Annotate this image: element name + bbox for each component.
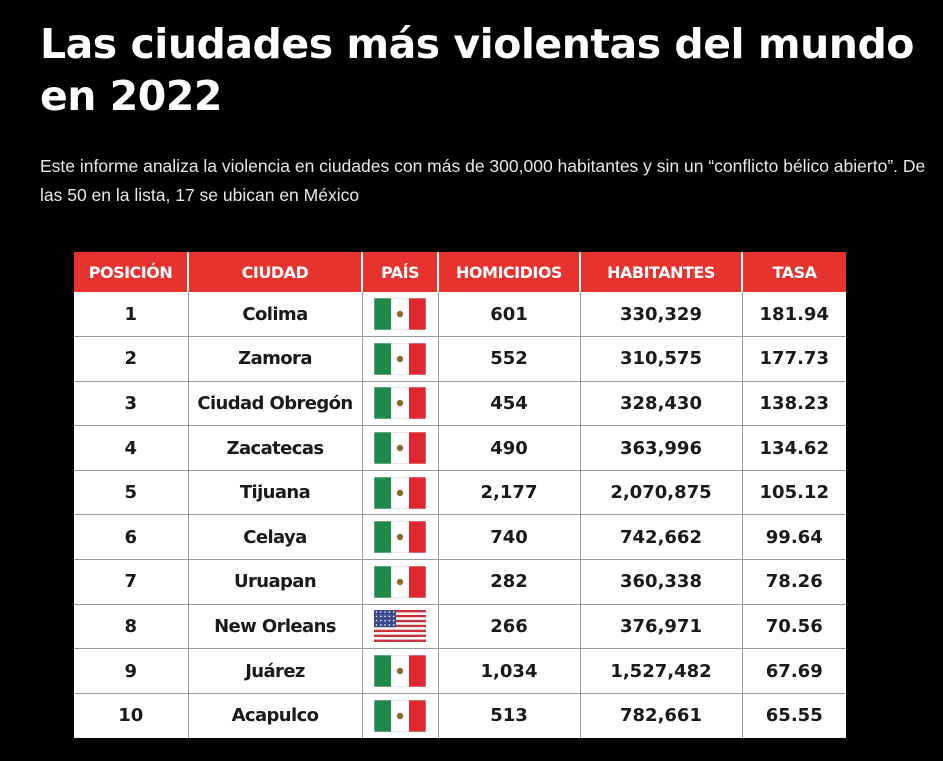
cell-posicion: 4 bbox=[74, 425, 189, 471]
mexico-flag-icon bbox=[374, 699, 426, 732]
cell-pais bbox=[362, 470, 439, 516]
cell-homicidios: 552 bbox=[438, 336, 581, 382]
cell-pais bbox=[362, 693, 439, 738]
table-row: 9 Juárez 1,034 1,527,482 67.69 bbox=[74, 648, 846, 694]
usa-flag-icon bbox=[374, 610, 426, 643]
header-pais: PAÍS bbox=[362, 252, 439, 292]
table-row: 5 Tijuana 2,177 2,070,875 105.12 bbox=[74, 470, 846, 516]
cell-tasa: 138.23 bbox=[742, 381, 846, 427]
cell-tasa: 70.56 bbox=[742, 604, 846, 650]
header-homicidios: HOMICIDIOS bbox=[438, 252, 581, 292]
cell-posicion: 6 bbox=[74, 514, 189, 561]
table-row: 6 Celaya 740 742,662 99.64 bbox=[74, 514, 846, 561]
cell-ciudad: Acapulco bbox=[188, 693, 363, 738]
mexico-flag-icon bbox=[374, 565, 426, 598]
cell-homicidios: 740 bbox=[438, 514, 581, 561]
cell-habitantes: 1,527,482 bbox=[580, 648, 743, 694]
cell-ciudad: Uruapan bbox=[188, 559, 363, 605]
cell-posicion: 8 bbox=[74, 604, 189, 650]
cell-pais bbox=[362, 559, 439, 605]
table-header-row: POSICIÓN CIUDAD PAÍS HOMICIDIOS HABITANT… bbox=[74, 252, 846, 292]
cell-posicion: 5 bbox=[74, 470, 189, 516]
ranking-table: POSICIÓN CIUDAD PAÍS HOMICIDIOS HABITANT… bbox=[74, 252, 846, 738]
cell-pais bbox=[362, 648, 439, 694]
mexico-flag-icon bbox=[374, 521, 426, 554]
table-row: 10 Acapulco 513 782,661 65.55 bbox=[74, 693, 846, 738]
mexico-flag-icon bbox=[374, 476, 426, 509]
table-row: 7 Uruapan 282 360,338 78.26 bbox=[74, 559, 846, 605]
cell-tasa: 99.64 bbox=[742, 514, 846, 561]
cell-habitantes: 310,575 bbox=[580, 336, 743, 382]
page-subtitle: Este informe analiza la violencia en ciu… bbox=[40, 156, 926, 205]
mexico-flag-icon bbox=[374, 387, 426, 420]
cell-homicidios: 2,177 bbox=[438, 470, 581, 516]
cell-tasa: 65.55 bbox=[765, 705, 823, 727]
cell-ciudad: Colima bbox=[188, 292, 363, 338]
cell-homicidios: 454 bbox=[438, 381, 581, 427]
cell-homicidios: 601 bbox=[438, 292, 581, 338]
mexico-flag-icon bbox=[374, 298, 426, 331]
cell-pais bbox=[362, 604, 439, 650]
cell-ciudad: Tijuana bbox=[188, 470, 363, 516]
cell-homicidios: 266 bbox=[438, 604, 581, 650]
cell-habitantes: 328,430 bbox=[580, 381, 743, 427]
cell-homicidios: 513 bbox=[438, 693, 581, 738]
cell-tasa: 181.94 bbox=[742, 292, 846, 338]
cell-pais bbox=[362, 381, 439, 427]
cell-posicion: 7 bbox=[74, 559, 189, 605]
cell-ciudad: Ciudad Obregón bbox=[188, 381, 363, 427]
cell-posicion: 9 bbox=[74, 648, 189, 694]
table-row: 3 Ciudad Obregón 454 328,430 138.23 bbox=[74, 381, 846, 427]
cell-habitantes: 363,996 bbox=[580, 425, 743, 471]
cell-pais bbox=[362, 336, 439, 382]
cell-ciudad: Juárez bbox=[188, 648, 363, 694]
header-posicion: POSICIÓN bbox=[74, 252, 189, 292]
cell-habitantes: 742,662 bbox=[580, 514, 743, 561]
cell-pais bbox=[362, 514, 439, 561]
header-habitantes: HABITANTES bbox=[580, 252, 743, 292]
cell-habitantes: 330,329 bbox=[580, 292, 743, 338]
cell-habitantes: 360,338 bbox=[580, 559, 743, 605]
cell-tasa: 67.69 bbox=[742, 648, 846, 694]
cell-tasa: 134.62 bbox=[742, 425, 846, 471]
cell-homicidios: 282 bbox=[438, 559, 581, 605]
cell-ciudad: Zamora bbox=[188, 336, 363, 382]
cell-pais bbox=[362, 292, 439, 338]
cell-habitantes: 376,971 bbox=[580, 604, 743, 650]
table-row: 1 Colima 601 330,329 181.94 bbox=[74, 292, 846, 338]
table-row: 2 Zamora 552 310,575 177.73 bbox=[74, 336, 846, 382]
cell-pais bbox=[362, 425, 439, 471]
mexico-flag-icon bbox=[374, 432, 426, 465]
page-title: Las ciudades más violentas del mundo en … bbox=[40, 20, 914, 120]
table-row: 4 Zacatecas 490 363,996 134.62 bbox=[74, 425, 846, 471]
cell-posicion: 10 bbox=[74, 693, 189, 738]
cell-homicidios: 1,034 bbox=[438, 648, 581, 694]
mexico-flag-icon bbox=[374, 342, 426, 375]
cell-habitantes: 782,661 bbox=[580, 693, 743, 738]
cell-posicion: 3 bbox=[74, 381, 189, 427]
cell-tasa: 177.73 bbox=[742, 336, 846, 382]
mexico-flag-icon bbox=[374, 655, 426, 688]
header-tasa: TASA bbox=[742, 252, 846, 292]
cell-ciudad: Celaya bbox=[188, 514, 363, 561]
cell-ciudad: Zacatecas bbox=[188, 425, 363, 471]
table-row: 8 New Orleans 266 376,971 70.56 bbox=[74, 604, 846, 650]
header-ciudad: CIUDAD bbox=[188, 252, 363, 292]
cell-tasa: 105.12 bbox=[742, 470, 846, 516]
cell-ciudad: New Orleans bbox=[188, 604, 363, 650]
cell-homicidios: 490 bbox=[438, 425, 581, 471]
cell-posicion: 2 bbox=[74, 336, 189, 382]
cell-habitantes: 2,070,875 bbox=[580, 470, 743, 516]
cell-posicion: 1 bbox=[74, 292, 189, 338]
cell-tasa: 78.26 bbox=[742, 559, 846, 605]
